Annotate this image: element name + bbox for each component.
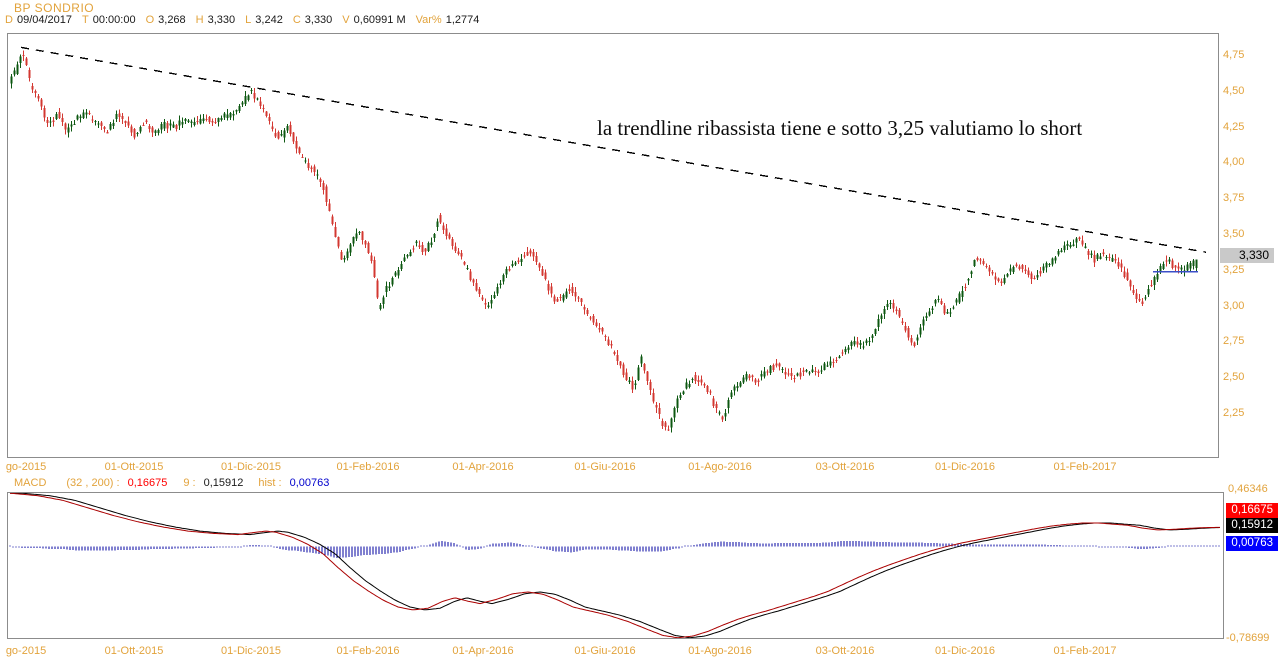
price-axis-label: 4,00 (1223, 156, 1245, 169)
price-chart-canvas[interactable] (8, 34, 1218, 457)
date-axis-label-bottom: 01-Apr-2016 (452, 645, 514, 657)
price-axis-label: 3,75 (1223, 192, 1245, 205)
date-axis-label-top: 01-Giu-2016 (574, 461, 636, 473)
ohlc-field-c: C 3,330 (293, 14, 332, 26)
field-value: 3,330 (304, 14, 333, 26)
price-axis-label: 3,50 (1223, 228, 1245, 240)
date-axis-label-bottom: 01-Feb-2016 (336, 645, 400, 657)
bearish-trendline (20, 46, 1207, 253)
macd-header-segment-3: 9 : (183, 477, 196, 489)
macd-axis-min-label: -0,78699 (1226, 632, 1270, 644)
bullish-candle-bodies (10, 56, 1198, 428)
macd-panel[interactable] (7, 492, 1224, 639)
macd-header-segment-0: MACD (14, 477, 47, 489)
date-axis-label-bottom: 01-Ott-2015 (104, 645, 164, 657)
field-value: 1,2774 (445, 14, 480, 26)
date-axis-label-top: 01-Feb-2017 (1053, 461, 1117, 473)
field-label: C (292, 14, 301, 26)
date-axis-label-top: 01-Apr-2016 (452, 461, 514, 473)
ohlc-field-var: Var% 1,2774 (416, 14, 480, 26)
date-axis-label-bottom: 01-Dic-2016 (935, 645, 995, 657)
price-axis-label: 2,50 (1223, 371, 1245, 384)
price-axis-label: 2,75 (1223, 335, 1245, 348)
macd-header-segment-6: 0,00763 (289, 477, 330, 489)
ohlc-field-h: H 3,330 (196, 14, 235, 26)
macd-histogram (9, 541, 1220, 558)
ohlc-field-o: O 3,268 (146, 14, 186, 26)
macd-header-segment-5: hist : (258, 477, 282, 489)
macd-header-segment-2: 0,16675 (127, 477, 168, 489)
date-axis-label-bottom: 01-Giu-2016 (574, 645, 636, 657)
price-axis-label: 3,00 (1223, 299, 1245, 312)
field-label: V (342, 14, 350, 26)
macd-axis-max-label: 0,46346 (1228, 483, 1268, 495)
date-axis-label-bottom: 03-Ott-2016 (815, 645, 875, 657)
ohlc-field-t: T 00:00:00 (82, 14, 136, 26)
field-value: 3,330 (207, 14, 236, 26)
macd-header-segment-1: (32 , 200) : (66, 477, 120, 489)
field-label: L (245, 14, 252, 26)
bearish-candle-wicks (23, 50, 1179, 431)
macd-canvas[interactable] (8, 493, 1223, 638)
price-chart-panel[interactable] (7, 33, 1219, 458)
last-price-tag: 3,330 (1220, 248, 1274, 263)
macd-header-segment-4: 0,15912 (203, 477, 244, 489)
date-axis-label-top: 01-Dic-2015 (221, 461, 281, 473)
date-axis-label-bottom: go-2015 (5, 645, 47, 657)
ohlc-field-l: L 3,242 (245, 14, 283, 26)
date-axis-label-bottom: 01-Feb-2017 (1053, 645, 1117, 657)
date-axis-label-bottom: 01-Ago-2016 (688, 645, 752, 657)
field-value: 3,268 (158, 14, 186, 26)
field-label: O (145, 14, 155, 26)
field-label: H (195, 14, 204, 26)
field-label: T (82, 14, 89, 26)
macd-line (9, 493, 1220, 638)
field-label: D (5, 14, 13, 26)
date-axis-label-bottom: 01-Dic-2015 (221, 645, 281, 657)
macd-value-tag-2: 0,00763 (1226, 536, 1278, 551)
bullish-candle-wicks (11, 54, 1197, 433)
price-axis-label: 4,75 (1223, 49, 1245, 61)
date-axis-label-top: 03-Ott-2016 (815, 461, 875, 473)
field-value: 3,242 (255, 14, 283, 26)
bearish-candle-bodies (22, 54, 1180, 431)
date-axis-label-top: 01-Ago-2016 (688, 461, 752, 473)
field-value: 09/04/2017 (16, 14, 73, 26)
instrument-title: BP SONDRIO (14, 1, 95, 15)
price-axis-label: 3,25 (1223, 263, 1245, 276)
ohlc-field-d: D 09/04/2017 (5, 14, 72, 26)
price-axis-label: 2,25 (1223, 407, 1245, 419)
macd-signal-line (10, 493, 1221, 638)
date-axis-label-top: 01-Feb-2016 (336, 461, 400, 473)
macd-value-tag-0: 0,16675 (1226, 503, 1278, 518)
date-axis-label-top: 01-Dic-2016 (935, 461, 995, 473)
ohlc-status-row: D 09/04/2017 T 00:00:00 O 3,268 H 3,330 L 3,242 C 3… (5, 14, 479, 26)
price-axis-label: 4,25 (1223, 120, 1245, 133)
date-axis-label-top: 01-Ott-2015 (104, 461, 164, 473)
trendline-annotation-text: la trendline ribassista tiene e sotto 3,… (597, 116, 1083, 140)
macd-value-tag-1: 0,15912 (1226, 518, 1278, 533)
ohlc-field-v: V 0,60991 M (342, 14, 405, 26)
field-value: 0,60991 M (353, 14, 406, 26)
field-value: 00:00:00 (92, 14, 136, 26)
macd-indicator-header: MACD (32 , 200) : 0,16675 9 : 0,15912 hist : 0… (14, 477, 329, 489)
price-axis-label: 4,50 (1223, 84, 1245, 97)
field-label: Var% (415, 14, 442, 26)
date-axis-label-top: go-2015 (5, 461, 47, 473)
